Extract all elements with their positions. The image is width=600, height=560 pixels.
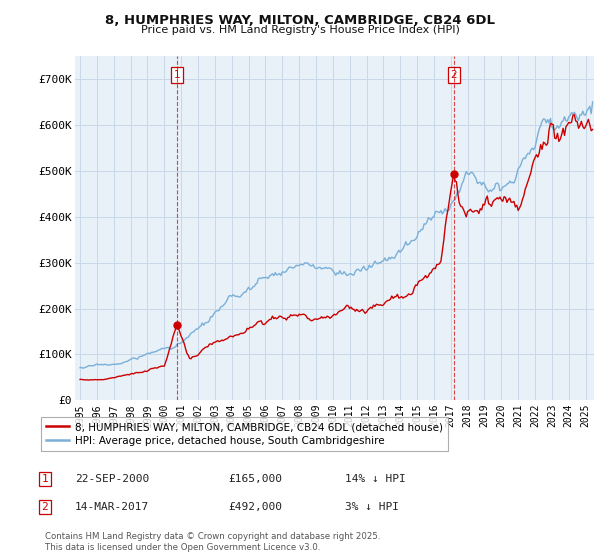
Text: 8, HUMPHRIES WAY, MILTON, CAMBRIDGE, CB24 6DL: 8, HUMPHRIES WAY, MILTON, CAMBRIDGE, CB2… — [105, 14, 495, 27]
Text: 1: 1 — [173, 70, 180, 80]
Text: £165,000: £165,000 — [228, 474, 282, 484]
Text: 3% ↓ HPI: 3% ↓ HPI — [345, 502, 399, 512]
Text: £492,000: £492,000 — [228, 502, 282, 512]
Text: Price paid vs. HM Land Registry's House Price Index (HPI): Price paid vs. HM Land Registry's House … — [140, 25, 460, 35]
Text: 14-MAR-2017: 14-MAR-2017 — [75, 502, 149, 512]
Text: 2: 2 — [451, 70, 457, 80]
Text: Contains HM Land Registry data © Crown copyright and database right 2025.
This d: Contains HM Land Registry data © Crown c… — [45, 532, 380, 552]
Text: 14% ↓ HPI: 14% ↓ HPI — [345, 474, 406, 484]
Text: 1: 1 — [41, 474, 49, 484]
Text: 22-SEP-2000: 22-SEP-2000 — [75, 474, 149, 484]
Legend: 8, HUMPHRIES WAY, MILTON, CAMBRIDGE, CB24 6DL (detached house), HPI: Average pri: 8, HUMPHRIES WAY, MILTON, CAMBRIDGE, CB2… — [41, 417, 448, 451]
Text: 2: 2 — [41, 502, 49, 512]
